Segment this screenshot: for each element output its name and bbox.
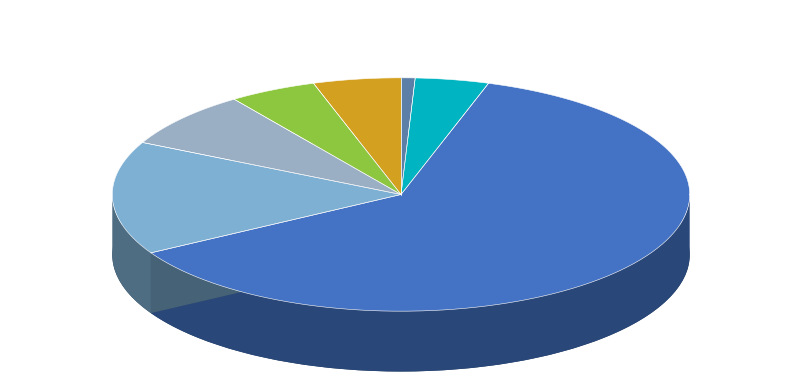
Polygon shape xyxy=(151,83,690,311)
Polygon shape xyxy=(112,142,401,253)
Ellipse shape xyxy=(112,138,690,371)
Polygon shape xyxy=(234,83,401,194)
Polygon shape xyxy=(401,78,488,194)
Polygon shape xyxy=(143,99,401,194)
Polygon shape xyxy=(151,194,401,313)
Polygon shape xyxy=(314,78,401,194)
Polygon shape xyxy=(401,78,415,194)
Polygon shape xyxy=(151,196,690,371)
Polygon shape xyxy=(151,194,401,313)
Polygon shape xyxy=(112,195,151,313)
